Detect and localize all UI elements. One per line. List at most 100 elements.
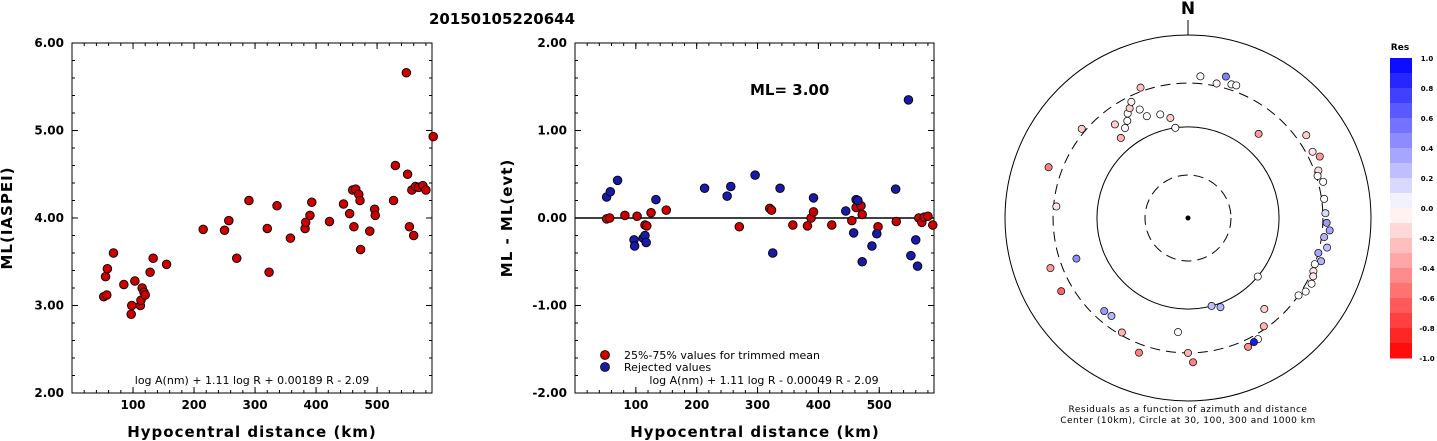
station-residual-point [1136,83,1145,92]
legend: 25%-75% values for trimmed mean Rejected… [600,349,820,374]
x-tick-label: 100 [120,398,145,412]
data-point [699,183,710,193]
station-residual-point [1127,97,1136,106]
colorbar-tick-label: -0.4 [1419,265,1434,273]
colorbar-swatch [1390,223,1412,239]
data-point [734,221,745,232]
y-tick-label: -2.00 [532,386,567,400]
station-residual-point [1072,254,1081,263]
axis-ticks: 100 200 300 400 500 -2.00 -1.00 0.00 1.00 2.00 [532,36,934,412]
station-residual-point [1166,114,1175,122]
data-point [857,257,867,267]
station-residual-point [1294,291,1303,300]
legend-label-trimmed: 25%-75% values for trimmed mean [624,349,820,362]
x-tick-label: 400 [304,398,329,412]
station-residual-point [1046,264,1055,273]
data-point [127,300,137,311]
data-point [651,194,661,205]
colorbar-swatches: 1.0 0.8 0.6 0.4 0.2 0.0 -0.2 -0.4 -0.6 -0.8 -1.0 [1390,55,1435,363]
data-point [604,213,615,223]
y-axis-label: ML - ML(evt) [498,159,516,277]
data-point [231,253,242,263]
station-residual-point [1184,348,1192,357]
colorbar-tick-label: 0.4 [1421,145,1434,153]
data-point [890,184,901,194]
data-point [891,216,902,227]
data-point [365,226,375,236]
data-point [428,131,438,142]
magnitude-vs-distance-panel: 100 200 300 400 500 2.00 3.00 4.00 5.00 6.00 Hypo… [0,36,438,441]
data-point [632,211,642,221]
legend-label-rejected: Rejected values [624,361,711,374]
colorbar-swatch [1390,103,1412,119]
y-tick-label: 4.00 [34,211,64,225]
data-point [102,290,112,300]
y-tick-label: 6.00 [34,36,64,50]
data-point [768,248,778,258]
data-point [262,223,273,234]
colorbar-tick-label: -0.8 [1419,325,1434,333]
station-residual-point [1100,307,1109,315]
x-tick-label: 200 [182,398,207,412]
data-point [872,228,882,239]
station-residual-point [1317,257,1326,266]
data-point [848,228,859,238]
data-point [612,175,623,186]
colorbar-tick-label: 0.6 [1421,115,1434,123]
colorbar-swatch [1390,268,1412,284]
data-point [161,259,172,270]
station-residual-point [1110,120,1119,129]
colorbar-swatch [1390,178,1412,194]
y-axis-label: ML(IASPEI) [0,166,16,269]
data-point [307,197,317,207]
data-point [264,267,274,278]
north-label: N [1181,0,1195,19]
data-point [244,195,254,206]
station-residual-point [1319,177,1328,186]
colorbar-tick-label: 0.2 [1421,175,1434,183]
colorbar-swatch [1390,328,1412,344]
station-residual-point [1077,124,1086,133]
y-tick-label: -1.00 [532,299,567,313]
data-point [867,241,877,251]
station-residual-point [1216,303,1225,312]
epicenter-marker [1185,215,1191,221]
data-point [847,215,857,226]
station-residual-point [1052,202,1061,211]
station-residual-point [1221,72,1230,81]
data-point [224,215,234,226]
data-point [906,250,916,261]
station-residuals [1044,72,1334,367]
colorbar-swatch [1390,193,1412,209]
data-point [629,241,640,251]
colorbar-swatch [1390,283,1412,299]
station-residual-point [1250,338,1258,347]
station-residual-point [1189,358,1197,367]
station-residual-point [1174,328,1182,337]
data-point [324,216,335,227]
y-tick-label: 5.00 [34,124,64,138]
colorbar-tick-label: 0.8 [1421,85,1434,93]
station-residual-point [1121,124,1129,132]
colorbar-swatch [1390,343,1412,359]
y-tick-label: 2.00 [537,36,567,50]
formula-label: log A(nm) + 1.11 log R - 0.00049 R - 2.0… [649,374,878,387]
legend-marker-trimmed [600,350,610,360]
x-axis-label: Hypocentral distance (km) [127,423,377,441]
data-point [775,183,785,193]
colorbar-swatch [1390,58,1412,74]
data-point [808,193,819,203]
data-point [285,233,296,243]
station-residual-point [1244,342,1253,351]
data-point [788,220,798,230]
data-point [401,67,412,78]
data-point [808,207,819,217]
station-residual-point [1313,171,1322,180]
data-point [722,191,732,201]
data-point [300,217,311,228]
colorbar-swatch [1390,238,1412,254]
data-point [349,221,359,232]
station-residual-point [1310,260,1319,269]
station-residual-point [1107,312,1116,320]
